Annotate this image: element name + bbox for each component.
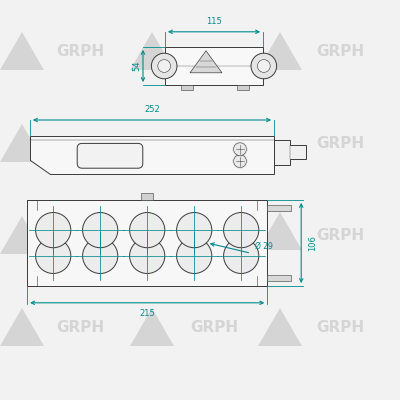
Circle shape [36, 238, 71, 274]
Polygon shape [165, 47, 263, 85]
Polygon shape [237, 85, 249, 90]
Text: GRPH: GRPH [316, 44, 364, 60]
Circle shape [130, 212, 165, 248]
Text: GRPH: GRPH [56, 228, 104, 244]
Text: 54: 54 [132, 61, 141, 71]
Text: GRPH: GRPH [56, 136, 104, 152]
Circle shape [83, 238, 118, 274]
Circle shape [158, 60, 171, 72]
Circle shape [251, 53, 277, 79]
Polygon shape [267, 275, 291, 281]
Polygon shape [130, 308, 174, 346]
Text: GRPH: GRPH [190, 320, 238, 336]
Polygon shape [27, 200, 267, 286]
Polygon shape [141, 193, 153, 200]
Polygon shape [0, 32, 44, 70]
Circle shape [130, 238, 165, 274]
Circle shape [234, 155, 246, 168]
Text: GRPH: GRPH [56, 44, 104, 60]
Circle shape [258, 60, 270, 72]
Polygon shape [181, 85, 193, 90]
Polygon shape [267, 205, 291, 211]
Polygon shape [0, 308, 44, 346]
Polygon shape [30, 136, 274, 174]
Polygon shape [258, 32, 302, 70]
Text: 106: 106 [308, 235, 318, 251]
Text: 115: 115 [206, 17, 222, 26]
Text: GRPH: GRPH [190, 136, 238, 152]
Circle shape [234, 143, 246, 156]
Circle shape [36, 212, 71, 248]
Circle shape [177, 212, 212, 248]
Polygon shape [0, 124, 44, 162]
FancyBboxPatch shape [77, 144, 143, 168]
Polygon shape [258, 212, 302, 250]
Polygon shape [274, 140, 306, 165]
Polygon shape [130, 212, 174, 250]
Text: 252: 252 [144, 106, 160, 114]
Polygon shape [0, 216, 44, 254]
Circle shape [224, 212, 259, 248]
Text: GRPH: GRPH [56, 320, 104, 336]
Circle shape [151, 53, 177, 79]
Text: Ø 29: Ø 29 [255, 242, 273, 251]
Circle shape [177, 238, 212, 274]
Polygon shape [190, 51, 222, 73]
Circle shape [224, 238, 259, 274]
Circle shape [83, 212, 118, 248]
Text: GRPH: GRPH [316, 320, 364, 336]
Text: GRPH: GRPH [316, 228, 364, 244]
Polygon shape [130, 32, 174, 70]
Text: GRPH: GRPH [316, 136, 364, 152]
Polygon shape [258, 308, 302, 346]
Text: 215: 215 [139, 309, 155, 318]
